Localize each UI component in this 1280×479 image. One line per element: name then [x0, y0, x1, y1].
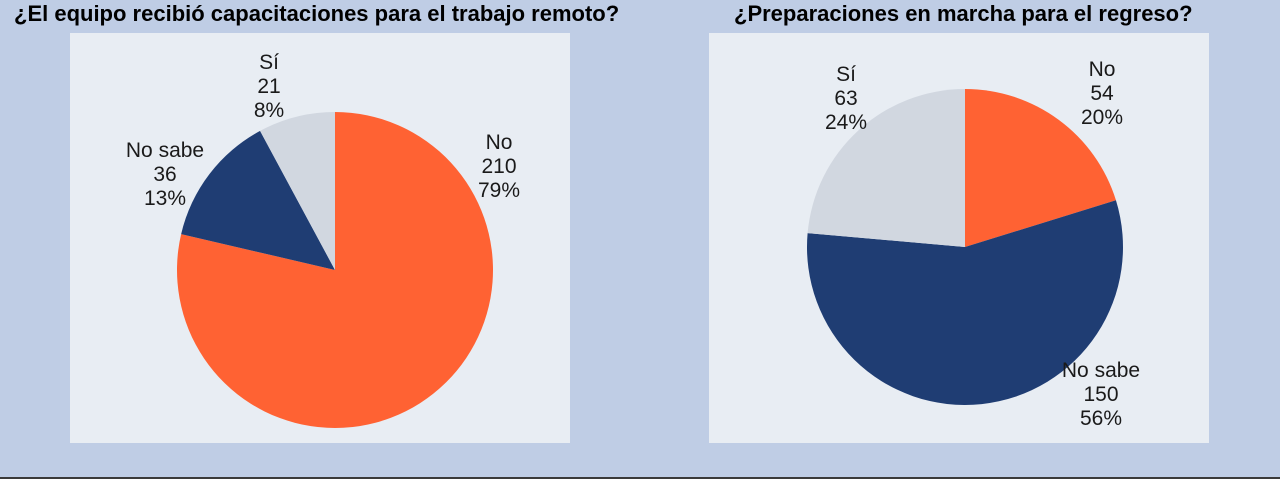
chart-2-label-si: Sí 63 24%	[825, 63, 867, 134]
chart-2-label-no-sabe: No sabe 150 56%	[1062, 359, 1140, 430]
chart-1-slice-si	[260, 112, 335, 270]
chart-1-label-no-sabe: No sabe 36 13%	[126, 139, 204, 210]
chart-1-pie: No 210 79% No sabe 36 13% Sí 21 8%	[126, 51, 520, 429]
chart-1-label-no: No 210 79%	[478, 131, 520, 202]
chart-1-slice-no-sabe	[181, 130, 335, 270]
chart-1-title: ¿El equipo recibió capacitaciones para e…	[14, 1, 620, 26]
chart-1-panel: No 210 79% No sabe 36 13% Sí 21 8%	[70, 33, 570, 443]
bottom-divider	[0, 477, 1280, 479]
chart-2-slice-si	[807, 89, 965, 247]
chart-2-slice-no-sabe	[806, 200, 1123, 405]
chart-1-label-si: Sí 21 8%	[254, 51, 284, 122]
chart-2-slice-no	[965, 89, 1116, 247]
chart-2-label-no: No 54 20%	[1081, 58, 1123, 129]
chart-2-panel: No 54 20% No sabe 150 56% Sí 63 24%	[709, 33, 1209, 443]
chart-1-slice-no	[177, 111, 494, 429]
chart-2-title: ¿Preparaciones en marcha para el regreso…	[734, 1, 1193, 26]
chart-2-pie: No 54 20% No sabe 150 56% Sí 63 24%	[806, 58, 1140, 430]
